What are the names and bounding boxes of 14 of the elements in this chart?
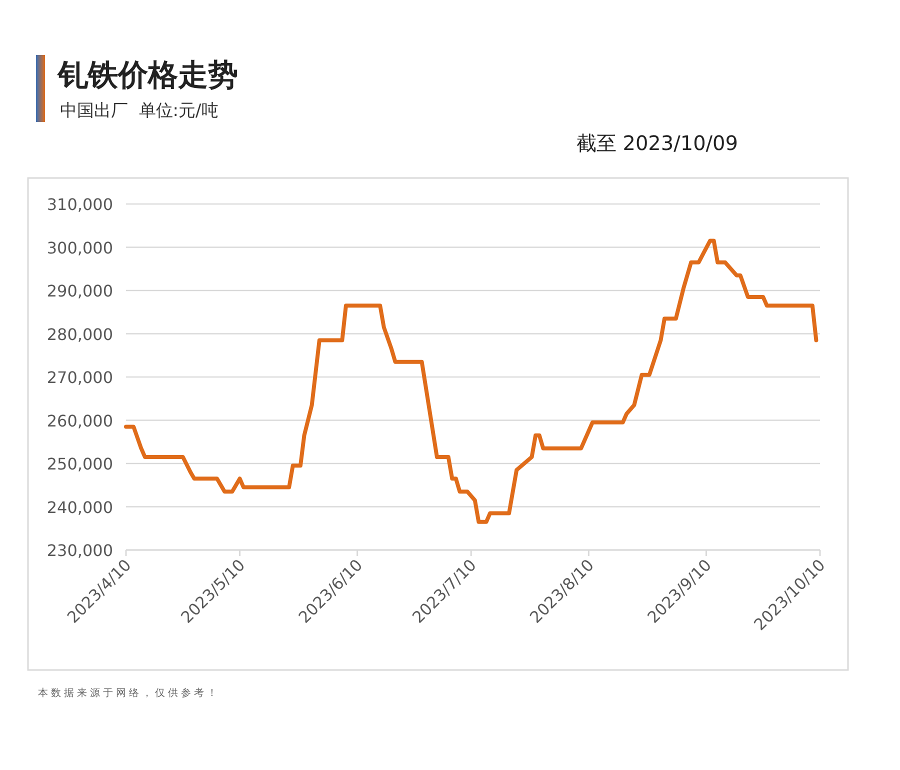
y-tick-label: 280,000	[46, 324, 113, 344]
y-tick-label: 230,000	[46, 541, 113, 560]
y-tick-label: 310,000	[46, 195, 113, 214]
text: 本数据来源于网络，仅供参考！	[38, 687, 220, 699]
y-tick-label: 260,000	[46, 411, 113, 430]
y-tick-label: 240,000	[46, 498, 113, 517]
y-tick-label: 290,000	[46, 282, 113, 300]
line-series	[124, 238, 818, 524]
y-tick-label: 300,000	[46, 238, 113, 258]
y-tick-label: 250,000	[46, 454, 113, 474]
chart-subtitle: 中国出厂 单位:元/吨	[60, 101, 218, 121]
text: 截至 2023/10/09	[576, 131, 738, 155]
y-tick-label: 270,000	[46, 368, 113, 387]
chart-title: 钆铁价格走势	[56, 58, 238, 93]
